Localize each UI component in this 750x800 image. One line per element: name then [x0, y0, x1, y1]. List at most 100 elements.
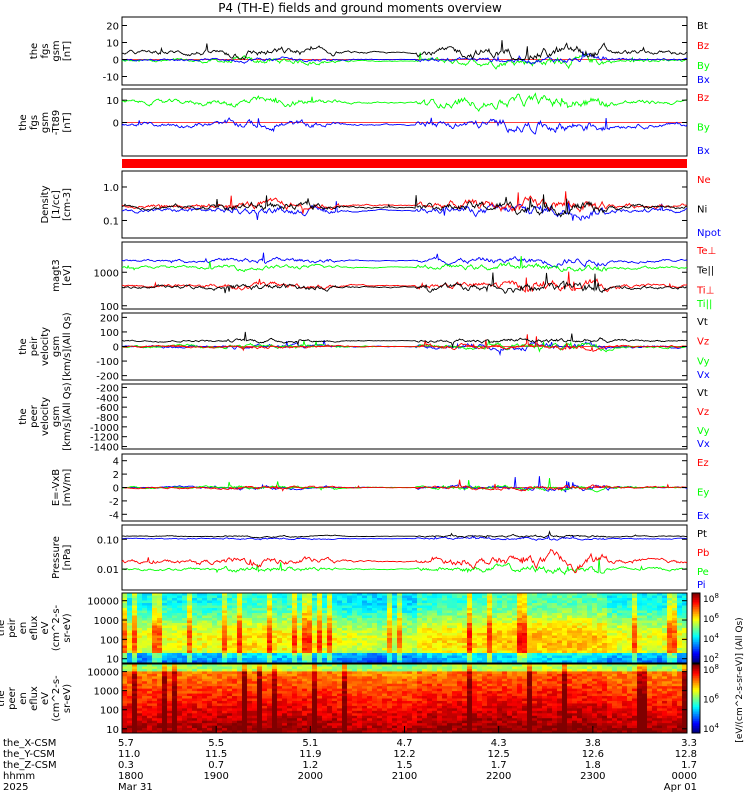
legend-vy: Vy	[697, 356, 710, 367]
svg-text:[cm-3]: [cm-3]	[62, 188, 73, 221]
x-tick-ycsm: 12.6	[582, 749, 604, 760]
x-axis-row-label: 2025	[3, 782, 28, 793]
legend-vt: Vt	[697, 388, 708, 399]
svg-text:sr-eV): sr-eV)	[62, 613, 73, 642]
series-bx	[121, 117, 688, 135]
legend-bx: Bx	[697, 75, 710, 86]
x-tick-xcsm: 4.3	[491, 738, 507, 749]
legend-pi: Pi	[697, 580, 706, 591]
svg-text:gsm: gsm	[51, 336, 62, 357]
y-tick-label: -800	[96, 413, 119, 424]
legend-vt: Vt	[697, 317, 708, 328]
legend-bx: Bx	[697, 146, 710, 157]
y-tick-label: 20	[106, 22, 119, 33]
y-tick-label: 4	[113, 457, 119, 468]
y-tick-label: -4	[109, 510, 119, 521]
x-tick-ycsm: 12.8	[675, 749, 697, 760]
svg-text:the: the	[18, 114, 29, 130]
series-vz	[122, 334, 688, 353]
colorbar-tick: 104	[703, 632, 719, 645]
x-tick-zcsm: 1.2	[302, 760, 318, 771]
svg-text:velocity: velocity	[40, 327, 51, 366]
x-axis-row-label: hhmm	[3, 771, 35, 782]
x-tick-ycsm: 11.0	[118, 749, 140, 760]
x-tick-xcsm: 3.3	[681, 738, 697, 749]
svg-text:magt3: magt3	[51, 259, 62, 292]
y-tick-label: -1000	[90, 423, 119, 434]
x-tick-zcsm: 0.3	[118, 760, 134, 771]
legend-ez: Ez	[697, 458, 709, 469]
legend-ni: Ni	[697, 205, 707, 216]
x-axis-row-label: the_Z-CSM	[3, 760, 57, 771]
y-tick-label: 0	[113, 56, 119, 67]
series-ti-perp	[121, 271, 688, 293]
y-tick-label: -200	[96, 372, 119, 383]
y-axis-label: the peer velocity gsm [km/s](All Qs)	[18, 382, 73, 450]
y-tick-label: 0	[113, 343, 119, 354]
legend-pt: Pt	[697, 529, 707, 540]
series-bt	[121, 40, 687, 61]
series-pe	[121, 557, 688, 576]
y-tick-label: 2	[113, 470, 119, 481]
y-tick-label: 100	[100, 302, 119, 313]
x-tick-ycsm: 12.5	[488, 749, 510, 760]
y-tick-label: 100	[100, 635, 119, 646]
svg-text:en: en	[18, 622, 29, 635]
legend-by: By	[697, 123, 710, 134]
legend-pe: Pe	[697, 567, 709, 578]
panel-frame	[121, 592, 688, 664]
series-ey	[121, 477, 688, 493]
x-tick-xcsm: 5.5	[208, 738, 224, 749]
svg-text:gsm: gsm	[51, 406, 62, 427]
svg-text:-Tt89: -Tt89	[51, 110, 62, 135]
y-tick-label: 0.10	[97, 535, 119, 546]
series-npot	[122, 200, 688, 222]
svg-text:[eV]: [eV]	[62, 265, 73, 286]
legend-ey: Ey	[697, 488, 709, 499]
x-tick-hhmm: 2200	[486, 771, 511, 782]
series-ti-par	[121, 255, 687, 273]
y-tick-label: 0	[113, 484, 119, 495]
y-tick-label: 10	[106, 96, 119, 107]
legend-bz: Bz	[697, 41, 709, 52]
svg-text:Density: Density	[40, 185, 51, 223]
legend-ti||: Ti||	[696, 299, 712, 310]
y-axis-label: the peir velocity gsm [km/s](All Qs)	[18, 312, 73, 380]
x-axis-row-label: the_X-CSM	[3, 738, 56, 749]
y-axis-label: the peer en eflux eV (cm^2-s-sr-eV)	[0, 675, 73, 722]
svg-text:[mV/m]: [mV/m]	[62, 469, 73, 507]
x-tick-zcsm: 1.8	[585, 760, 601, 771]
y-tick-label: -1400	[90, 443, 119, 454]
series-te-perp	[122, 252, 688, 268]
x-tick-zcsm: 0.7	[208, 760, 224, 771]
series-bx	[121, 51, 688, 65]
y-tick-label: 100	[100, 328, 119, 339]
svg-text:eflux: eflux	[29, 616, 40, 641]
series-ni	[121, 194, 688, 218]
y-tick-label: 100	[100, 706, 119, 717]
y-tick-label: 1000	[94, 616, 119, 627]
legend-vz: Vz	[697, 407, 709, 418]
x-tick-zcsm: 1.7	[681, 760, 697, 771]
y-axis-label: the peir en eflux eV (cm^2-s-sr-eV)	[0, 604, 73, 651]
x-tick-ycsm: 12.2	[393, 749, 415, 760]
series-pi	[121, 534, 688, 541]
x-tick-hhmm: 1900	[203, 771, 228, 782]
svg-text:eV: eV	[40, 621, 51, 634]
y-tick-label: 0.1	[103, 216, 119, 227]
svg-text:the: the	[18, 338, 29, 354]
svg-text:gsm: gsm	[40, 112, 51, 133]
y-tick-label: 10000	[87, 668, 119, 679]
y-tick-label: -200	[96, 383, 119, 394]
panel-frame	[121, 16, 688, 86]
svg-text:the: the	[18, 408, 29, 424]
legend-pb: Pb	[697, 548, 709, 559]
figure-title: P4 (TH-E) fields and ground moments over…	[218, 1, 502, 15]
electron-colorbar	[691, 663, 701, 734]
x-tick-hhmm: 0000	[672, 771, 697, 782]
y-tick-label: 1000	[94, 268, 119, 279]
svg-text:peer: peer	[29, 404, 40, 428]
series-vt	[121, 331, 688, 349]
svg-text:fgs: fgs	[40, 43, 51, 58]
legend-te⊥: Te⊥	[696, 246, 716, 257]
